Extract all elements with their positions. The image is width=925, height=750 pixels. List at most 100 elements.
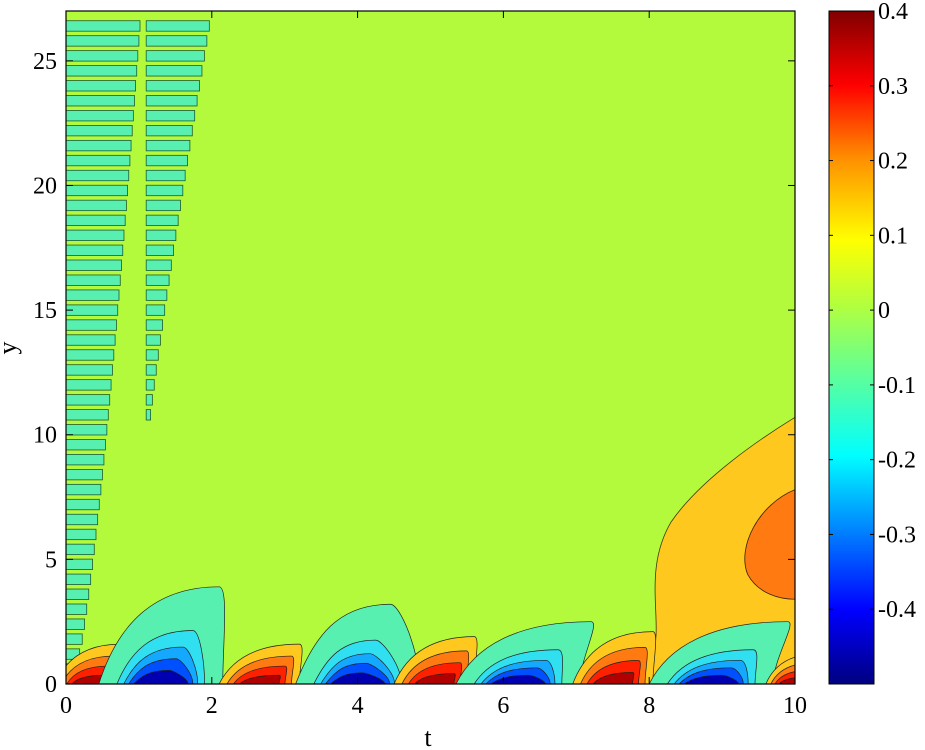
negative-band bbox=[145, 364, 157, 376]
negative-band bbox=[145, 274, 170, 286]
x-tick-label: 0 bbox=[60, 693, 72, 719]
negative-lobe bbox=[132, 670, 189, 684]
colorbar-tick-label: 0.2 bbox=[878, 149, 908, 175]
negative-band bbox=[66, 110, 134, 122]
colorbar-tick-label: 0.4 bbox=[878, 0, 908, 25]
negative-band bbox=[66, 274, 121, 286]
plot-frame bbox=[65, 10, 796, 685]
negative-band bbox=[145, 125, 193, 137]
negative-band bbox=[66, 334, 116, 346]
negative-band bbox=[145, 95, 198, 107]
negative-band bbox=[66, 468, 103, 481]
negative-band bbox=[66, 95, 135, 107]
colorbar-tick-label: 0 bbox=[878, 298, 890, 324]
positive-lobe bbox=[778, 677, 795, 684]
negative-band bbox=[145, 259, 172, 271]
negative-band bbox=[66, 603, 88, 615]
negative-band bbox=[145, 334, 161, 346]
negative-band bbox=[66, 304, 119, 316]
negative-band bbox=[66, 528, 97, 541]
negative-band bbox=[66, 439, 106, 451]
x-tick-label: 10 bbox=[783, 693, 807, 719]
colorbar-tick-label: -0.1 bbox=[878, 373, 916, 399]
y-tick-label: 25 bbox=[33, 49, 57, 75]
negative-band bbox=[66, 20, 141, 32]
negative-band bbox=[66, 259, 122, 271]
colorbar: 0.4 0.3 0.2 0.1 0 -0.1 -0.2 -0.3 -0.4 bbox=[828, 0, 916, 685]
negative-band bbox=[66, 454, 105, 466]
x-axis: 0 2 4 6 8 10 bbox=[60, 11, 807, 719]
negative-band bbox=[145, 20, 210, 32]
negative-band bbox=[66, 513, 99, 526]
negative-band bbox=[145, 289, 168, 301]
negative-band bbox=[145, 199, 181, 212]
colorbar-tick-label: 0.3 bbox=[878, 74, 908, 100]
x-axis-label: t bbox=[424, 723, 432, 750]
negative-band bbox=[145, 349, 159, 361]
negative-band bbox=[66, 35, 140, 47]
positive-lobe bbox=[592, 672, 635, 684]
negative-band bbox=[66, 573, 92, 585]
negative-band bbox=[145, 244, 174, 256]
y-tick-label: 0 bbox=[45, 672, 57, 698]
negative-band bbox=[145, 169, 186, 182]
colorbar-tick-label: -0.4 bbox=[878, 597, 916, 623]
negative-band bbox=[66, 394, 111, 406]
negative-band bbox=[66, 154, 131, 167]
negative-band bbox=[66, 125, 133, 137]
x-tick-label: 6 bbox=[497, 693, 509, 719]
negative-band bbox=[145, 110, 196, 122]
negative-band bbox=[66, 349, 115, 361]
y-tick-label: 20 bbox=[33, 173, 57, 199]
negative-band bbox=[66, 65, 138, 77]
negative-band bbox=[145, 154, 188, 167]
y-tick-label: 10 bbox=[33, 423, 57, 449]
negative-band bbox=[66, 139, 132, 152]
negative-band bbox=[66, 169, 130, 182]
colorbar-tick-label: -0.3 bbox=[878, 522, 916, 548]
plume-core bbox=[744, 489, 795, 600]
negative-band bbox=[145, 184, 184, 197]
negative-band bbox=[145, 214, 179, 227]
negative-band bbox=[145, 65, 203, 77]
negative-band bbox=[66, 588, 90, 600]
negative-band bbox=[66, 498, 100, 511]
negative-band bbox=[145, 304, 166, 316]
negative-lobe bbox=[490, 674, 546, 684]
negative-band bbox=[66, 543, 95, 556]
positive-lobe bbox=[413, 673, 456, 684]
negative-band bbox=[66, 364, 113, 376]
x-tick-label: 4 bbox=[352, 693, 364, 719]
negative-band bbox=[66, 319, 117, 331]
negative-band bbox=[66, 558, 93, 570]
colorbar-frame bbox=[828, 10, 875, 685]
y-tick-label: 5 bbox=[45, 547, 57, 573]
negative-band bbox=[145, 394, 153, 406]
negative-band bbox=[66, 184, 128, 197]
y-axis: 0 5 10 15 20 25 bbox=[33, 49, 795, 698]
negative-band bbox=[145, 229, 177, 241]
negative-band bbox=[66, 229, 125, 241]
negative-band bbox=[66, 80, 137, 92]
y-tick-label: 15 bbox=[33, 298, 57, 324]
negative-band bbox=[66, 50, 139, 62]
positive-lobe bbox=[238, 674, 281, 684]
negative-band bbox=[145, 319, 163, 331]
negative-band bbox=[145, 409, 151, 421]
plot-area bbox=[66, 11, 795, 684]
negative-band bbox=[66, 244, 124, 256]
colorbar-tick-label: 0.1 bbox=[878, 223, 908, 249]
negative-band bbox=[66, 618, 85, 630]
negative-lobe bbox=[683, 674, 739, 684]
negative-band bbox=[66, 409, 109, 421]
negative-band bbox=[145, 50, 205, 62]
negative-band bbox=[145, 139, 191, 152]
negative-band bbox=[66, 633, 83, 645]
negative-band bbox=[66, 199, 127, 212]
negative-band bbox=[145, 35, 208, 47]
x-tick-label: 2 bbox=[206, 693, 218, 719]
contour-features bbox=[66, 20, 795, 684]
negative-band bbox=[66, 483, 102, 496]
negative-band bbox=[66, 379, 112, 391]
